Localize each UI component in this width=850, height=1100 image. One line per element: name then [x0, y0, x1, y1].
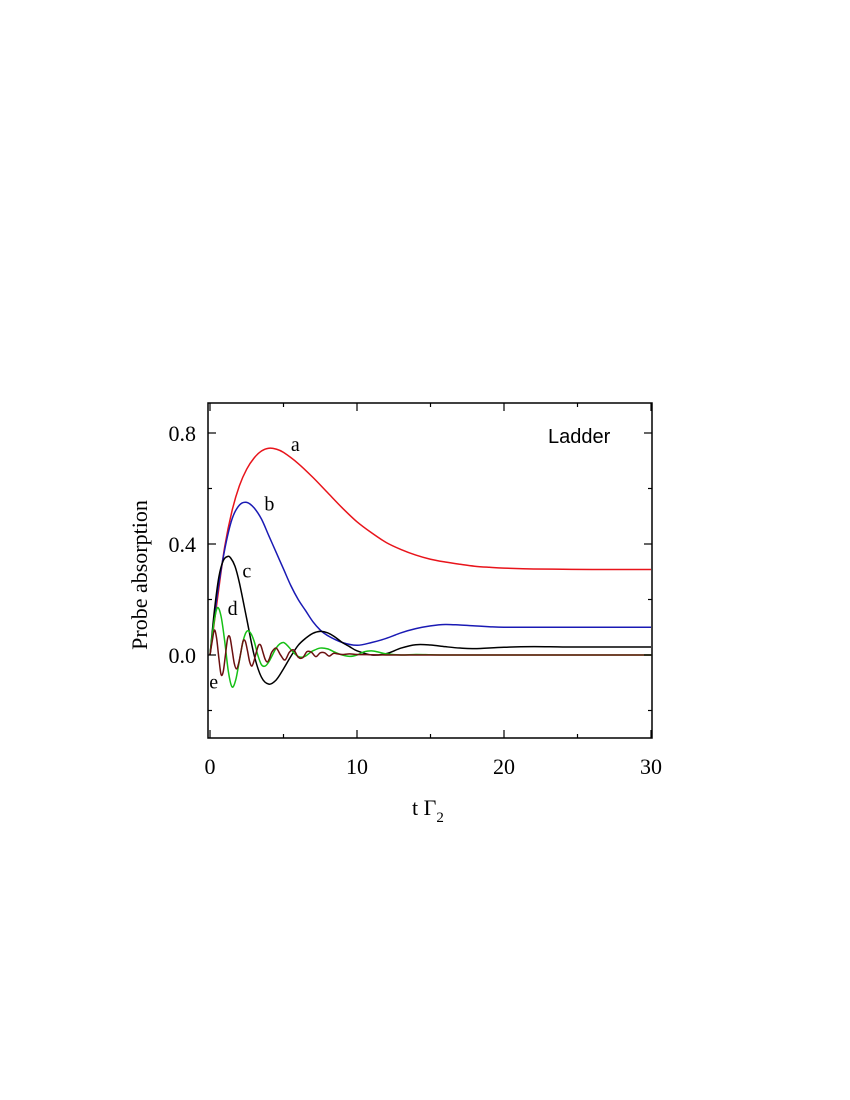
- x-tick-label: 10: [346, 754, 368, 779]
- series-line-b: [209, 501, 651, 656]
- curve-label-a: a: [291, 434, 300, 456]
- ladder-annotation: Ladder: [548, 426, 611, 448]
- y-tick-label: 0.4: [169, 532, 197, 557]
- y-tick-label: 0.0: [169, 643, 197, 668]
- y-tick-label: 0.8: [169, 421, 197, 446]
- x-axis-title-main: t Γ: [412, 795, 437, 820]
- curve-label-c: c: [242, 560, 251, 582]
- ticks-group: 0 10 20 30 0.0 0.4 0.8: [169, 403, 662, 779]
- curve-label-b: b: [264, 494, 274, 516]
- series-line-e: [209, 629, 651, 677]
- x-axis-title-subscript: 2: [436, 810, 444, 826]
- x-axis-title: t Γ2: [412, 795, 444, 826]
- axes-group: [207, 402, 653, 739]
- series-line-c: [209, 555, 651, 685]
- y-axis-title: Probe absorption: [127, 500, 152, 650]
- plot-frame: [207, 402, 653, 739]
- series-group: [209, 447, 651, 688]
- x-tick-label: 30: [640, 754, 662, 779]
- labels-group: a b cd e: [209, 434, 300, 693]
- x-tick-label: 0: [205, 754, 216, 779]
- curve-label-d: d: [228, 598, 238, 620]
- curve-label-e: e: [209, 671, 218, 693]
- x-tick-label: 20: [493, 754, 515, 779]
- series-line-a: [209, 447, 651, 656]
